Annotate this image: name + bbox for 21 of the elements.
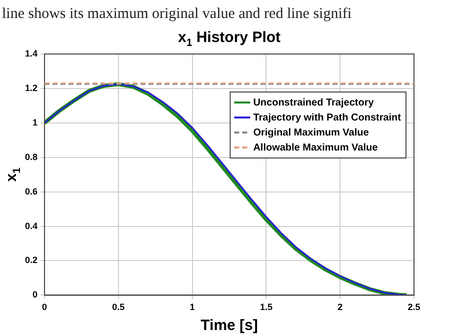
y-tick-label: 0.8	[24, 152, 38, 162]
y-axis-title: x1	[3, 167, 24, 182]
y-tick-label: 0.2	[24, 255, 38, 266]
y-tick-label: 0	[32, 290, 38, 300]
y-tick-label: 1	[32, 117, 38, 128]
y-tick-label: 0.4	[24, 220, 38, 231]
x-tick-label: 1.5	[260, 302, 272, 312]
legend-label: Unconstrained Trajectory	[253, 97, 374, 108]
x-tick-label: 2.5	[408, 302, 420, 312]
legend-label: Original Maximum Value	[253, 127, 370, 138]
text: line shows its maximum original value and red line signifi	[1, 5, 353, 24]
y-tick-label: 0.6	[24, 186, 38, 196]
legend-label: Trajectory with Path Constraint	[253, 112, 402, 124]
y-tick-label: 1.4	[24, 48, 38, 58]
x-axis-title: Time [s]	[200, 317, 258, 334]
x-tick-label: 0	[42, 302, 48, 312]
x-tick-label: 0.5	[112, 302, 125, 312]
x-tick-label: 1	[190, 302, 195, 312]
y-tick-label: 1.2	[24, 82, 38, 93]
legend-label: Allowable Maximum Value	[253, 142, 378, 154]
x-tick-label: 2	[338, 302, 343, 312]
